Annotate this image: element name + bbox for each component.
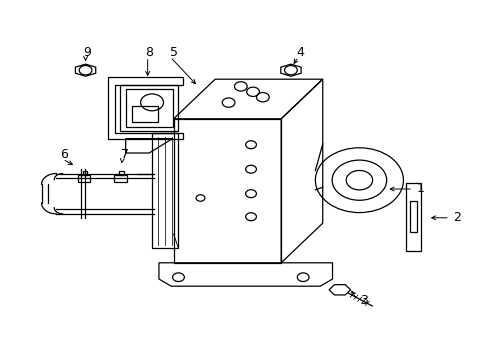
Bar xyxy=(114,175,126,181)
Text: 9: 9 xyxy=(83,46,91,59)
Text: 2: 2 xyxy=(452,211,460,224)
Bar xyxy=(125,89,172,127)
Text: 6: 6 xyxy=(61,148,68,161)
Text: 4: 4 xyxy=(296,46,304,59)
Text: 7: 7 xyxy=(121,148,128,161)
Bar xyxy=(409,201,416,232)
Bar xyxy=(151,133,178,248)
Bar xyxy=(131,106,158,122)
Bar xyxy=(78,175,90,181)
Text: 1: 1 xyxy=(416,183,424,195)
Text: 8: 8 xyxy=(145,46,153,59)
Bar xyxy=(119,171,123,175)
Text: 3: 3 xyxy=(360,294,367,307)
Bar xyxy=(82,171,87,175)
Text: 5: 5 xyxy=(169,46,177,59)
